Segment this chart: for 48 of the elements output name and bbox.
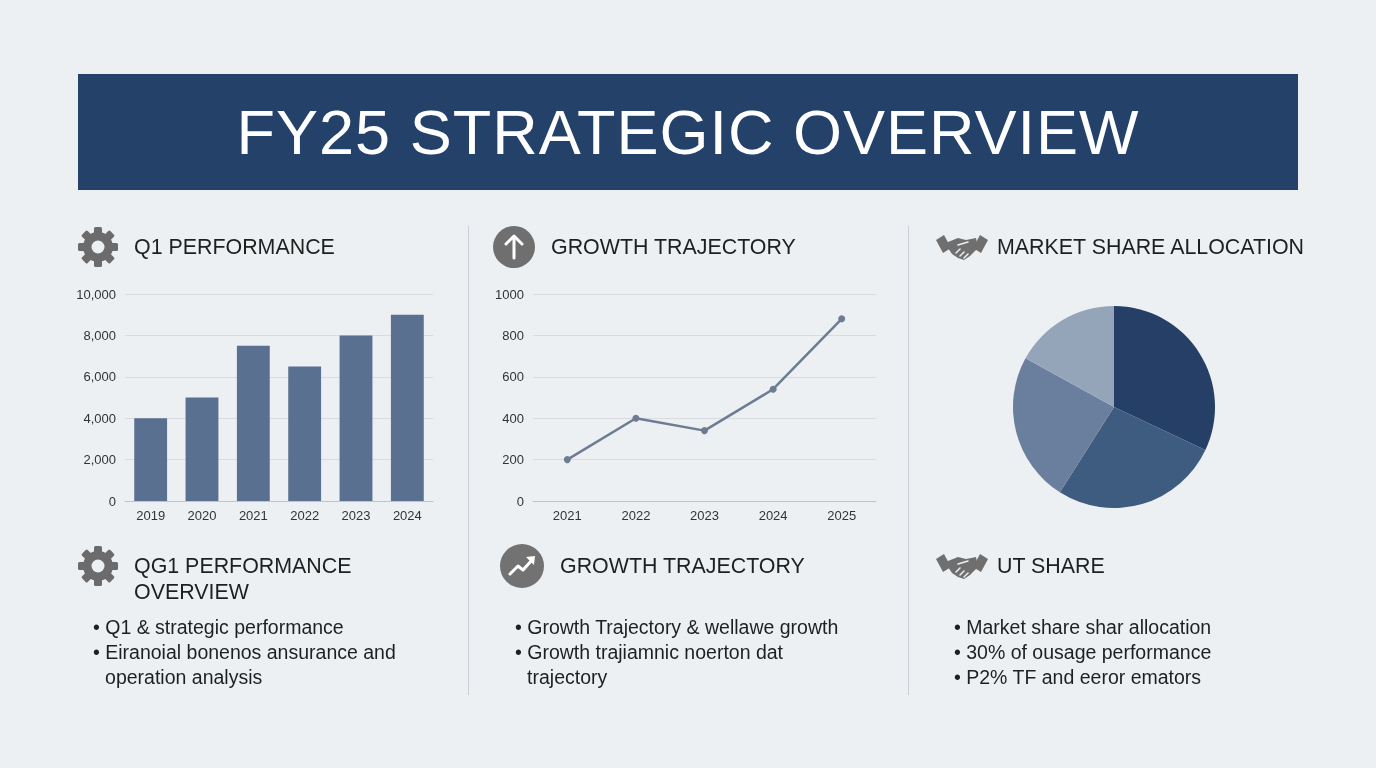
text: • Q1 & strategic performance — [93, 615, 345, 640]
point — [632, 414, 640, 422]
y-tick-label: 6,000 — [83, 369, 116, 385]
bar — [134, 418, 168, 501]
bar — [236, 345, 270, 501]
x-tick-label: 2024 — [392, 508, 422, 523]
y-tick-label: 8,000 — [83, 327, 116, 343]
x-tick-label: 2021 — [238, 508, 268, 523]
bar — [339, 335, 373, 501]
text: GROWTH TRAJECTORY — [560, 553, 806, 579]
point — [701, 427, 708, 435]
text: UT SHARE — [997, 553, 1106, 579]
y-tick-label: 4,000 — [83, 410, 116, 426]
text: QG1 PERFORMANCE OVERVIEW — [134, 553, 353, 605]
y-tick-label: 10,000 — [76, 286, 116, 302]
text: • Growth Trajectory & wellawe growth — [515, 615, 840, 640]
text: • 30% of ousage performance — [954, 640, 1213, 665]
text: • Market share shar allocation — [954, 615, 1213, 640]
y-tick-label: 800 — [502, 327, 524, 343]
text: • Eiranoial bonenos ansurance and operation analysis — [93, 640, 397, 690]
bar — [185, 397, 219, 501]
x-tick-label: 2023 — [690, 508, 719, 523]
x-tick-label: 2021 — [552, 508, 582, 523]
point — [563, 456, 571, 464]
x-tick-label: 2019 — [136, 508, 166, 523]
chart-title: MARKET SHARE ALLOCATION — [997, 234, 1306, 260]
point — [769, 385, 777, 393]
y-tick-label: 0 — [516, 493, 524, 509]
x-tick-label: 2022 — [621, 508, 651, 523]
chart-title: Q1 PERFORMANCE — [134, 234, 336, 260]
text: FY25 STRATEGIC OVERVIEW — [236, 96, 1140, 168]
text: • Growth trajiamnic noerton dat trajectory — [515, 640, 785, 690]
x-tick-label: 2024 — [758, 508, 788, 523]
y-tick-label: 200 — [502, 452, 524, 468]
x-tick-label: 2023 — [341, 508, 371, 523]
x-tick-label: 2022 — [290, 508, 320, 523]
point — [838, 315, 846, 323]
text: • P2% TF and eeror emators — [954, 665, 1203, 690]
chart-title: GROWTH TRAJECTORY — [551, 234, 797, 260]
y-tick-label: 2,000 — [83, 452, 116, 468]
y-tick-label: 600 — [502, 369, 524, 385]
y-tick-label: 1000 — [495, 286, 524, 302]
y-tick-label: 400 — [502, 410, 524, 426]
x-tick-label: 2020 — [187, 508, 217, 523]
bar — [288, 366, 322, 501]
bar — [390, 314, 424, 501]
y-tick-label: 0 — [108, 493, 116, 509]
x-tick-label: 2025 — [827, 508, 857, 523]
